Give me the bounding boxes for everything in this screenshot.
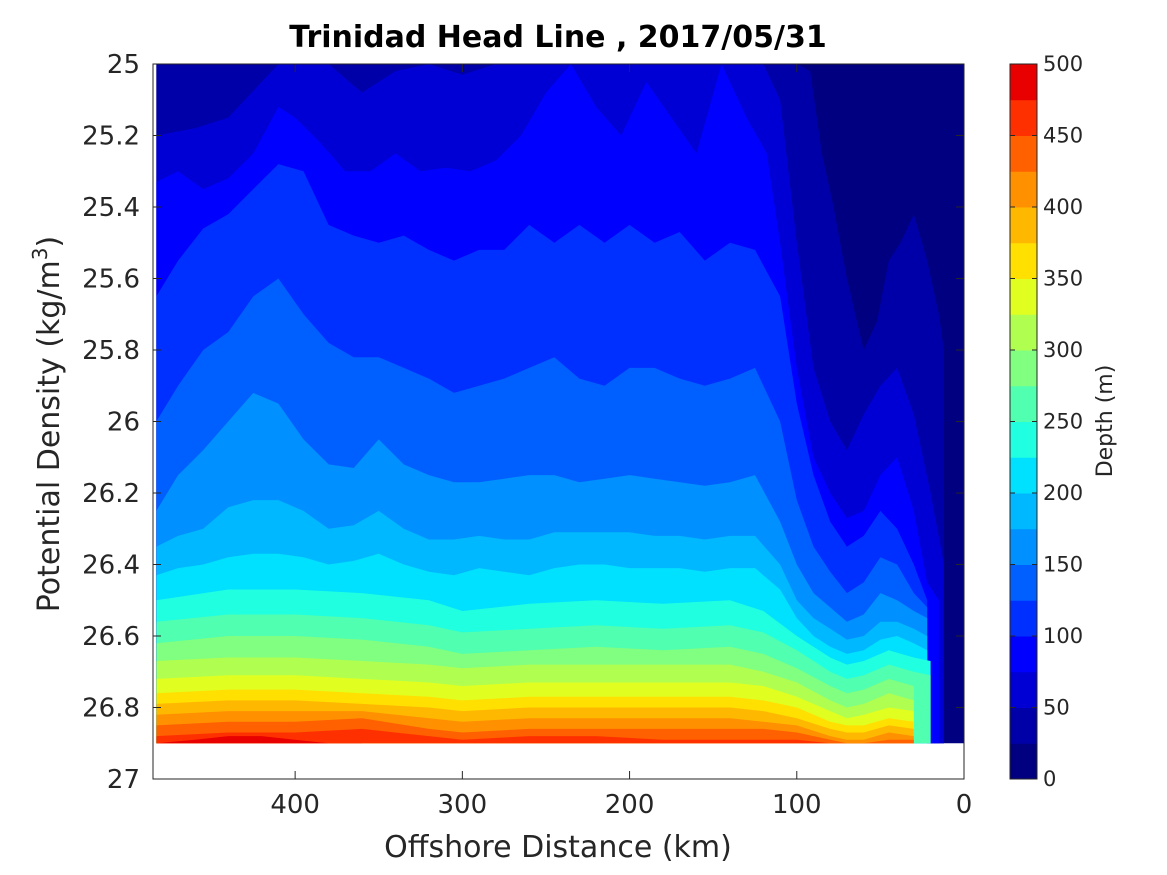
- colorbar-swatch: [1010, 528, 1037, 565]
- colorbar-tick-label: 500: [1043, 52, 1083, 76]
- colorbar-swatch: [1010, 171, 1037, 208]
- y-tick-label: 25.8: [82, 336, 140, 366]
- colorbar-swatch: [1010, 564, 1037, 601]
- x-tick-label: 400: [270, 790, 320, 820]
- colorbar-swatch: [1010, 99, 1037, 136]
- colorbar-tick-label: 350: [1043, 267, 1083, 291]
- colorbar-tick-label: 100: [1043, 624, 1083, 648]
- colorbar-tick-label: 50: [1043, 696, 1070, 720]
- colorbar-swatch: [1010, 707, 1037, 744]
- colorbar-swatch: [1010, 242, 1037, 279]
- colorbar-swatch: [1010, 457, 1037, 494]
- y-tick-label: 26.6: [82, 622, 140, 652]
- colorbar-swatch: [1010, 314, 1037, 351]
- y-axis-title-superscript: 3: [28, 247, 52, 260]
- colorbar-tick-label: 0: [1043, 767, 1056, 791]
- y-axis-title-text: Potential Density (kg/m: [32, 260, 67, 612]
- y-tick-label: 25.6: [82, 265, 140, 295]
- x-tick-label: 300: [438, 790, 488, 820]
- y-tick-label: 27: [107, 765, 140, 795]
- colorbar-swatch: [1010, 207, 1037, 244]
- colorbar-tick-label: 450: [1043, 124, 1083, 148]
- colorbar-swatch: [1010, 64, 1037, 101]
- y-tick-label: 25: [107, 50, 140, 80]
- y-tick-label: 26.4: [82, 551, 140, 581]
- colorbar-axis: 0 50 100 150 200 250 300 350 400 450 500: [1010, 52, 1083, 791]
- x-tick-label: 0: [956, 790, 973, 820]
- y-tick-label: 25.4: [82, 193, 140, 223]
- colorbar-title: Depth (m): [1093, 365, 1118, 478]
- contour-fill-layer: [156, 64, 964, 744]
- x-tick-label: 100: [772, 790, 822, 820]
- colorbar-swatch: [1010, 493, 1037, 530]
- chart-title: Trinidad Head Line , 2017/05/31: [289, 20, 826, 55]
- colorbar-swatch: [1010, 135, 1037, 172]
- colorbar-tick-label: 300: [1043, 338, 1083, 362]
- colorbar-tick-label: 150: [1043, 553, 1083, 577]
- y-axis-title: Potential Density (kg/m3): [28, 236, 67, 612]
- x-tick-label: 200: [605, 790, 655, 820]
- colorbar-swatch: [1010, 636, 1037, 673]
- y-tick-label: 26.8: [82, 694, 140, 724]
- colorbar-swatch: [1010, 350, 1037, 387]
- y-tick-label: 26.2: [82, 479, 140, 509]
- x-axis: 400 300 200 100 0: [270, 64, 972, 820]
- y-axis-title-suffix: ): [32, 236, 67, 248]
- colorbar-tick-label: 250: [1043, 410, 1083, 434]
- x-axis-title: Offshore Distance (km): [384, 830, 732, 865]
- colorbar-swatch: [1010, 278, 1037, 315]
- colorbar-tick-label: 200: [1043, 481, 1083, 505]
- colorbar-swatch: [1010, 421, 1037, 458]
- colorbar-tick-label: 400: [1043, 195, 1083, 219]
- colorbar-swatch: [1010, 600, 1037, 637]
- colorbar-swatch: [1010, 671, 1037, 708]
- y-axis: 25 25.2 25.4 25.6 25.8 26 26.2 26.4 26.6 26.8 27: [82, 50, 964, 795]
- colorbar: [1010, 64, 1037, 780]
- contour-band-450: [156, 728, 914, 744]
- y-tick-label: 26: [107, 408, 140, 438]
- colorbar-swatch: [1010, 385, 1037, 422]
- colorbar-swatch: [1010, 743, 1037, 780]
- y-tick-label: 25.2: [82, 122, 140, 152]
